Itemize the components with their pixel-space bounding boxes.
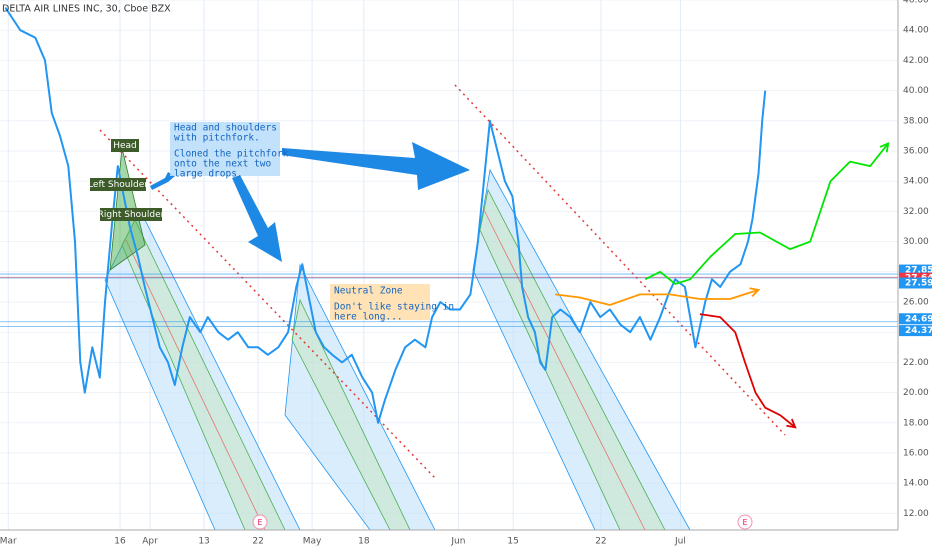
arrow-head <box>879 141 890 153</box>
label-box <box>111 139 139 152</box>
right-shoulder-label: Right Shoulder <box>98 210 165 220</box>
arrow-head <box>786 418 797 429</box>
y-tick-label: 32.00 <box>903 207 929 217</box>
note-text: Cloned the pitchfork <box>174 149 289 160</box>
trendline <box>454 84 786 436</box>
x-tick-label: May <box>303 537 322 547</box>
y-tick-label: 22.00 <box>903 358 929 368</box>
arrow <box>150 172 175 190</box>
price-levels <box>0 273 898 328</box>
arrow <box>232 175 282 262</box>
price-label-box <box>899 264 932 276</box>
y-tick-label: 38.00 <box>903 116 929 126</box>
y-tick-label: 14.00 <box>903 479 929 489</box>
x-tick-label: Jun <box>450 537 465 547</box>
note-text: Don't like staying in <box>334 302 454 313</box>
y-tick-label: 42.00 <box>903 56 929 66</box>
price-label-box <box>899 313 932 325</box>
x-axis-area <box>0 530 932 550</box>
earnings-label: E <box>742 518 747 527</box>
annotations: Head Left Shoulder Right Shoulder Head a… <box>88 122 454 323</box>
price-label-box <box>899 325 932 337</box>
y-tick-label: 26.00 <box>903 297 929 307</box>
chart-title: DELTA AIR LINES INC, 30, Cboe BZX <box>2 4 171 15</box>
projection-line <box>555 289 759 306</box>
pitchforks <box>104 147 691 531</box>
y-tick-label: 16.00 <box>903 448 929 458</box>
x-tick-label: 13 <box>198 537 209 547</box>
y-tick-label: 36.00 <box>903 146 929 156</box>
arrows <box>150 142 470 262</box>
price-label-box <box>899 277 932 289</box>
x-tick-label: Mar <box>0 537 17 547</box>
left-shoulder-label: Left Shoulder <box>88 180 148 190</box>
y-tick-label: 12.00 <box>903 509 929 519</box>
y-tick-label: 30.00 <box>903 237 929 247</box>
x-tick-label: 15 <box>507 537 518 547</box>
x-tick-label: 18 <box>358 537 370 547</box>
y-tick-label: 40.00 <box>903 86 929 96</box>
arrow <box>282 142 470 190</box>
note-text: Neutral Zone <box>334 286 403 297</box>
label-box <box>100 208 162 221</box>
pitchfork-median <box>125 239 266 531</box>
note-box <box>170 122 280 176</box>
price-label: 27.85 <box>905 266 932 276</box>
arrow-head <box>749 287 761 298</box>
earnings-marker <box>737 514 753 530</box>
y-tick-label: 20.00 <box>903 388 929 398</box>
x-tick-label: Jul <box>674 537 686 547</box>
y-tick-label: 18.00 <box>903 418 929 428</box>
projection-line <box>699 313 796 429</box>
note-text: onto the next two <box>174 159 272 170</box>
x-tick-label: Apr <box>142 537 158 547</box>
price-label: 24.69 <box>905 314 932 324</box>
pitchfork-median <box>483 209 646 531</box>
y-tick-label: 46.00 <box>903 0 929 6</box>
note-text: Head and shoulders <box>174 123 277 134</box>
price-label: 24.37 <box>905 326 932 336</box>
projection-line <box>644 142 889 285</box>
x-tick-label: 22 <box>595 537 606 547</box>
earnings-marker <box>252 514 268 530</box>
note-text: large drops. <box>174 169 243 180</box>
y-tick-label: 44.00 <box>903 26 929 36</box>
y-tick-label: 34.00 <box>903 177 929 187</box>
x-tick-label: 22 <box>252 537 263 547</box>
x-tick-label: 16 <box>114 537 126 547</box>
earnings-label: E <box>257 518 262 527</box>
label-box <box>90 178 146 191</box>
note-text: here long... <box>334 312 403 323</box>
note-text: with pitchfork. <box>174 133 260 144</box>
note-box <box>330 284 430 320</box>
price-label: 27.59 <box>905 278 932 288</box>
head-label: Head <box>113 141 137 151</box>
